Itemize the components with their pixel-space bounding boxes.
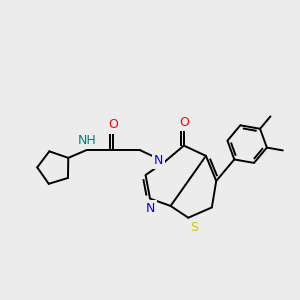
Text: NH: NH <box>77 134 96 147</box>
Text: O: O <box>108 118 118 131</box>
Text: S: S <box>190 221 198 234</box>
Text: N: N <box>154 154 163 167</box>
Text: N: N <box>145 202 155 215</box>
Text: O: O <box>179 116 189 128</box>
